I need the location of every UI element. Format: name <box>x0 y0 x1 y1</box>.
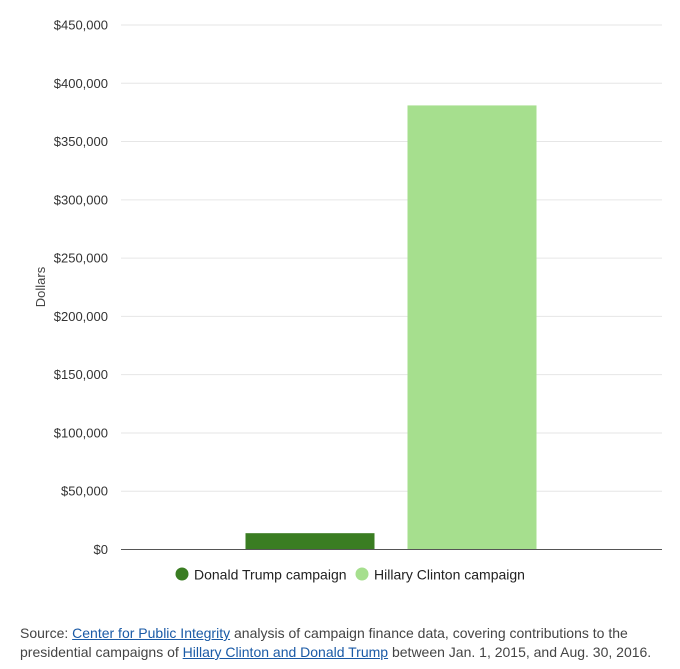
source-middle: analysis of campaign finance data, cover… <box>20 625 628 660</box>
source-link-cpi[interactable]: Center for Public Integrity <box>72 625 231 641</box>
y-tick-label: $50,000 <box>61 484 108 499</box>
legend-label[interactable]: Hillary Clinton campaign <box>374 567 525 583</box>
source-link-campaigns[interactable]: Hillary Clinton and Donald Trump <box>182 644 389 660</box>
legend-swatch <box>355 567 369 581</box>
y-axis-title: Dollars <box>33 266 48 307</box>
y-tick-label: $200,000 <box>54 309 108 324</box>
legend-swatch <box>175 567 189 581</box>
y-tick-label: $100,000 <box>54 425 108 440</box>
bar-1[interactable] <box>407 105 537 550</box>
source-suffix: between Jan. 1, 2015, and Aug. 30, 2016. <box>388 644 652 660</box>
bars <box>245 105 537 550</box>
y-tick-label: $300,000 <box>54 192 108 207</box>
source-note: Source: Center for Public Integrity anal… <box>20 624 660 662</box>
y-tick-label: $250,000 <box>54 251 108 266</box>
bar-chart: $0 $50,000 $100,000 $150,000 $200,000 $250,00… <box>33 18 662 583</box>
y-tick-label: $150,000 <box>54 367 108 382</box>
y-tick-label: $400,000 <box>54 76 108 91</box>
y-tick-label: $350,000 <box>54 134 108 149</box>
y-tick-label: $0 <box>94 542 108 557</box>
y-axis-ticks: $0 $50,000 $100,000 $150,000 $200,000 $250,00… <box>54 18 108 558</box>
source-prefix: Source: <box>20 625 73 641</box>
legend: Donald Trump campaign Hillary Clinton cam… <box>175 567 525 583</box>
y-tick-label: $450,000 <box>54 18 108 33</box>
bar-0[interactable] <box>245 533 375 550</box>
gridlines <box>121 24 662 492</box>
legend-label[interactable]: Donald Trump campaign <box>194 567 347 583</box>
